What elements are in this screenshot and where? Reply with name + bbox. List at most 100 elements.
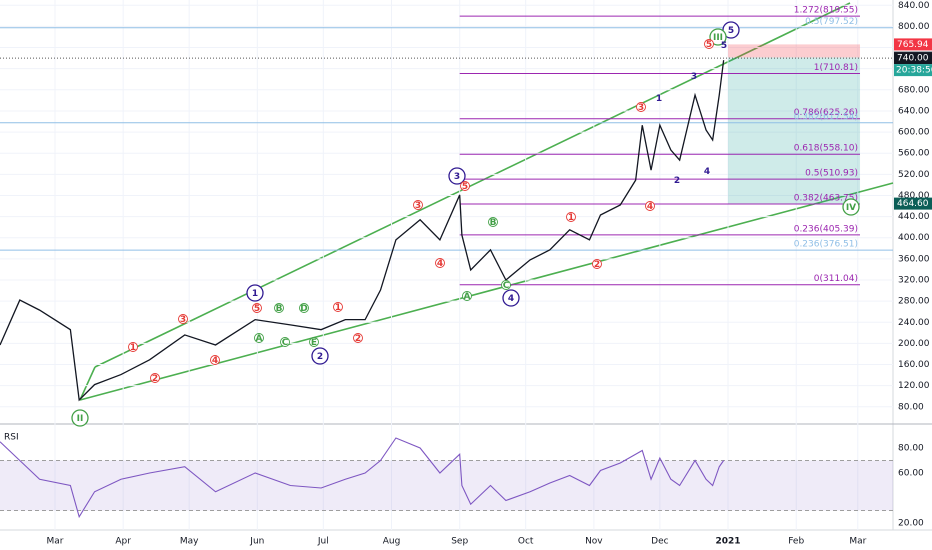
wave-label: 5 bbox=[254, 304, 260, 314]
y-tick-label: 80.00 bbox=[898, 402, 924, 412]
wave-label: 2 bbox=[152, 374, 158, 384]
wave-circle bbox=[311, 347, 329, 365]
x-tick-label: Dec bbox=[651, 537, 668, 547]
wave-label: 3 bbox=[415, 201, 421, 211]
target-zone bbox=[728, 57, 861, 204]
wave-label: II bbox=[77, 414, 84, 424]
wave-circle bbox=[435, 258, 445, 268]
y-tick-label: 120.00 bbox=[898, 381, 930, 391]
y-tick-label: 600.00 bbox=[898, 128, 930, 138]
y-tick-label: 400.00 bbox=[898, 233, 930, 243]
fib-label: 0.786(625.26) bbox=[794, 108, 858, 118]
wave-circle bbox=[488, 217, 498, 227]
wave-circle bbox=[709, 28, 727, 46]
wave-circle bbox=[636, 102, 646, 112]
y-tick-label: 560.00 bbox=[898, 149, 930, 159]
wave-label: B bbox=[490, 218, 497, 228]
wave-label: 2 bbox=[317, 352, 323, 362]
wave-label: E bbox=[311, 338, 317, 348]
rsi-tick-label: 20.00 bbox=[898, 519, 924, 529]
wave-label: 4 bbox=[437, 259, 443, 269]
wave-label: 5 bbox=[462, 182, 468, 192]
wave-label: 1 bbox=[656, 94, 662, 104]
price-tag bbox=[894, 38, 932, 51]
x-tick-label: 2021 bbox=[716, 537, 741, 547]
wave-circle bbox=[592, 259, 602, 269]
wave-label: 1 bbox=[568, 213, 574, 223]
rsi-tick-label: 80.00 bbox=[898, 444, 924, 454]
price-tag-label: 464.60 bbox=[897, 199, 929, 209]
y-tick-label: 480.00 bbox=[898, 191, 930, 201]
wave-circle bbox=[413, 200, 423, 210]
wave-circle bbox=[274, 303, 284, 313]
y-tick-label: 640.00 bbox=[898, 106, 930, 116]
x-tick-label: Apr bbox=[115, 537, 131, 547]
y-tick-label: 200.00 bbox=[898, 339, 930, 349]
wave-circle bbox=[178, 314, 188, 324]
wave-label: 1 bbox=[252, 289, 258, 299]
wave-label: 4 bbox=[704, 167, 710, 177]
countdown-bg bbox=[894, 64, 932, 77]
wave-circle bbox=[309, 337, 319, 347]
wave-circle bbox=[704, 39, 714, 49]
fib-label: 0.382(463.75) bbox=[794, 194, 858, 204]
wave-circle bbox=[150, 373, 160, 383]
wave-circle bbox=[566, 212, 576, 222]
wave-circle bbox=[280, 337, 290, 347]
wave-label: A bbox=[464, 292, 471, 302]
wave-circle bbox=[842, 198, 860, 216]
wave-label: 4 bbox=[647, 202, 653, 212]
wave-label: 3 bbox=[691, 72, 697, 82]
wave-circle bbox=[299, 303, 309, 313]
wave-label: D bbox=[300, 304, 307, 314]
wave-circle bbox=[254, 333, 264, 343]
wave-label: 5 bbox=[721, 41, 727, 51]
x-tick-label: Jul bbox=[317, 537, 329, 547]
price-tag-label: 765.94 bbox=[897, 40, 929, 50]
price-tag bbox=[894, 52, 932, 65]
wave-circle bbox=[246, 284, 264, 302]
x-tick-label: Mar bbox=[849, 537, 866, 547]
wave-label: A bbox=[256, 334, 263, 344]
fib-label: 1.272(819.55) bbox=[794, 6, 858, 16]
wave-circle bbox=[645, 201, 655, 211]
y-tick-label: 440.00 bbox=[898, 212, 930, 222]
x-tick-label: Jun bbox=[249, 537, 264, 547]
wave-circle bbox=[462, 291, 472, 301]
wave-label: IV bbox=[846, 203, 856, 213]
fib-label: 0(311.04) bbox=[814, 274, 858, 284]
wave-label: 3 bbox=[180, 315, 186, 325]
price-tag bbox=[894, 197, 932, 210]
wave-circle bbox=[353, 333, 363, 343]
wave-label: 2 bbox=[594, 260, 600, 270]
wave-circle bbox=[71, 409, 89, 427]
wave-label: 3 bbox=[454, 172, 460, 182]
fib-label: 0.5(510.93) bbox=[805, 169, 858, 179]
x-tick-label: Nov bbox=[585, 537, 603, 547]
wave-label: 2 bbox=[674, 176, 680, 186]
wave-circle bbox=[210, 355, 220, 365]
y-tick-label: 160.00 bbox=[898, 360, 930, 370]
rsi-line bbox=[0, 437, 725, 519]
wave-circle bbox=[128, 342, 138, 352]
x-tick-label: Aug bbox=[383, 537, 401, 547]
wave-label: 3 bbox=[638, 103, 644, 113]
y-tick-label: 520.00 bbox=[898, 170, 930, 180]
rsi-band bbox=[0, 460, 893, 511]
wave-label: III bbox=[713, 33, 723, 43]
wave-circle bbox=[448, 167, 466, 185]
y-tick-label: 680.00 bbox=[898, 85, 930, 95]
wave-label: C bbox=[282, 338, 289, 348]
price-tag-label: 740.00 bbox=[897, 54, 929, 64]
wave-circle bbox=[333, 302, 343, 312]
fib-label: 0.618(558.10) bbox=[794, 144, 858, 154]
fib-label: 0.5(797.52) bbox=[805, 17, 858, 27]
y-tick-label: 280.00 bbox=[898, 297, 930, 307]
x-tick-label: May bbox=[180, 537, 199, 547]
x-tick-label: Feb bbox=[788, 537, 804, 547]
y-tick-label: 360.00 bbox=[898, 254, 930, 264]
trend-line bbox=[94, 2, 851, 368]
fib-label: 0.382(617.54) bbox=[794, 112, 858, 122]
